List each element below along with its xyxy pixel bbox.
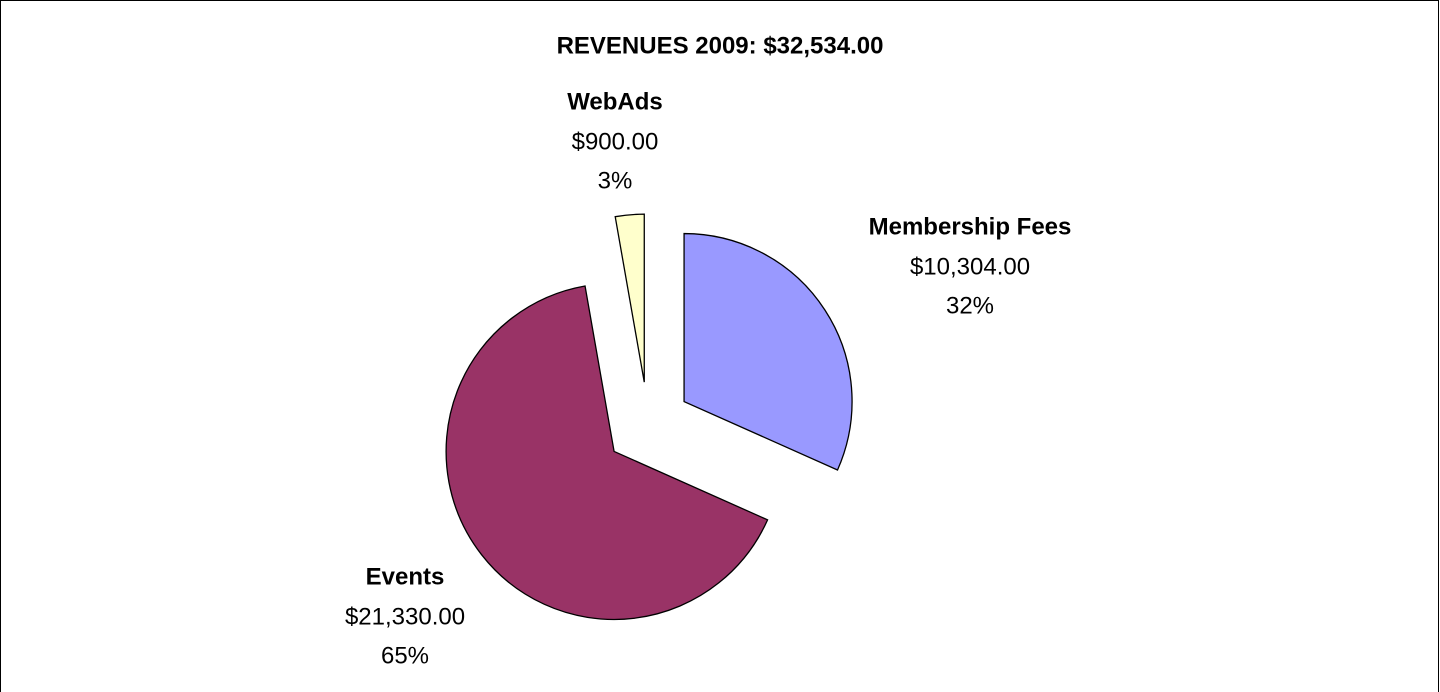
slice-value: $21,330.00 [345, 603, 465, 630]
slice-value: $10,304.00 [910, 253, 1030, 280]
slice-value: $900.00 [572, 128, 659, 155]
slice-percent: 65% [381, 642, 429, 669]
slice-label: WebAds [567, 88, 663, 115]
pie-slice [683, 232, 853, 471]
slice-percent: 3% [598, 167, 633, 194]
slice-label: Membership Fees [869, 213, 1072, 240]
pie-slice [445, 285, 769, 621]
chart-title: REVENUES 2009: $32,534.00 [557, 32, 884, 59]
pie-slice [614, 213, 645, 383]
slice-label: Events [366, 563, 445, 590]
slice-percent: 32% [946, 292, 994, 319]
